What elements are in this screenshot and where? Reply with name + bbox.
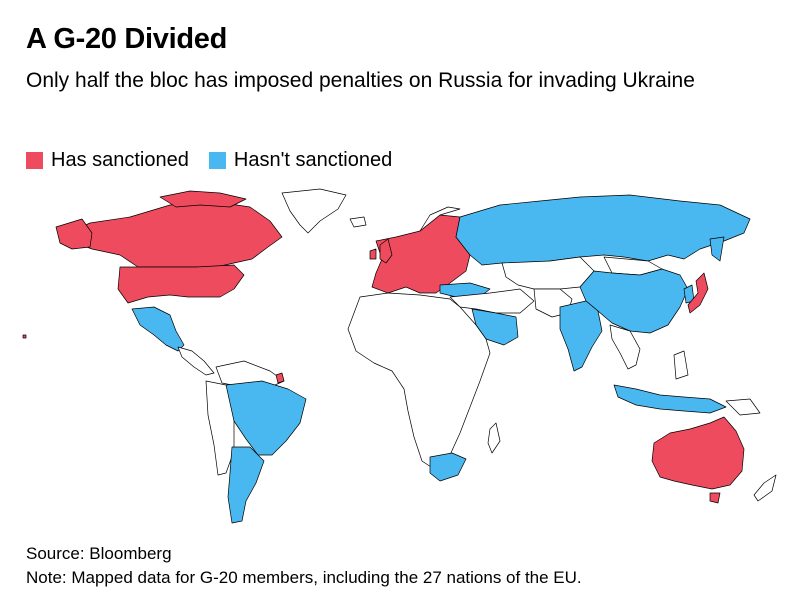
chart-subtitle: Only half the bloc has imposed penalties… xyxy=(26,69,695,92)
region-middle-east xyxy=(449,288,535,314)
region-tasmania xyxy=(709,492,721,504)
legend: Has sanctioned Hasn't sanctioned xyxy=(26,148,412,172)
region-west-south-america xyxy=(205,380,235,476)
region-philippines xyxy=(673,350,689,380)
region-canada xyxy=(59,200,283,268)
world-map-svg xyxy=(22,188,777,524)
legend-swatch-not-sanctioned xyxy=(208,151,226,169)
region-norway xyxy=(419,206,461,232)
region-hawaii xyxy=(22,334,27,339)
region-japan xyxy=(687,272,709,314)
legend-item-sanctioned: Has sanctioned xyxy=(26,148,189,172)
region-brazil xyxy=(225,380,307,456)
legend-swatch-sanctioned xyxy=(26,151,43,169)
legend-item-not-sanctioned: Hasn't sanctioned xyxy=(208,148,393,172)
region-greenland xyxy=(281,188,347,234)
region-ireland xyxy=(369,248,377,260)
world-map xyxy=(20,185,790,530)
region-central-america xyxy=(177,346,215,376)
region-madagascar xyxy=(487,422,501,454)
footnote: Note: Mapped data for G-20 members, incl… xyxy=(26,568,582,587)
source-note: Source: Bloomberg xyxy=(26,544,172,563)
legend-label-sanctioned: Has sanctioned xyxy=(51,149,189,171)
legend-label-not-sanctioned: Hasn't sanctioned xyxy=(233,149,393,171)
region-kamchatka xyxy=(709,236,725,262)
region-argentina xyxy=(227,446,265,524)
chart-title: A G-20 Divided xyxy=(26,23,227,55)
region-new-zealand xyxy=(753,474,777,502)
region-mexico xyxy=(131,306,185,352)
region-united-states xyxy=(117,264,245,304)
region-alaska xyxy=(55,218,93,250)
region-russia xyxy=(455,194,751,266)
region-papua-new-guinea xyxy=(725,398,761,416)
region-indonesia xyxy=(613,384,727,414)
region-africa xyxy=(347,292,491,470)
region-china xyxy=(579,268,689,334)
region-india xyxy=(559,300,603,372)
region-united-kingdom xyxy=(379,238,393,264)
region-australia xyxy=(651,416,745,490)
region-french-guiana xyxy=(275,372,285,384)
region-central-asia xyxy=(501,256,595,290)
region-southeast-asia xyxy=(609,324,641,370)
region-canada-islands xyxy=(159,190,247,208)
region-iceland xyxy=(349,216,367,228)
region-south-africa xyxy=(429,452,467,482)
